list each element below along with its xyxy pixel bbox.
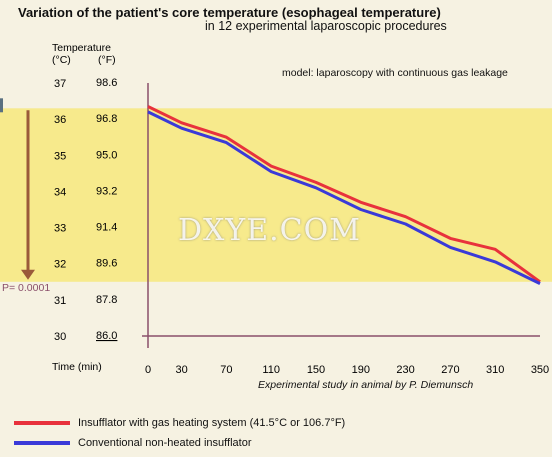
- x-tick-label: 270: [441, 364, 459, 376]
- chart-title: Variation of the patient's core temperat…: [18, 5, 441, 20]
- y-tick-label-c: 35: [54, 150, 66, 162]
- legend-label-conventional: Conventional non-heated insufflator: [78, 437, 252, 449]
- temperature-drop-band: [0, 108, 552, 282]
- y-tick-label-f: 96.8: [96, 113, 117, 125]
- legend-swatch-heated: [14, 421, 70, 425]
- x-axis-label: Time (min): [52, 361, 102, 373]
- legend-label-heated: Insufflator with gas heating system (41.…: [78, 417, 346, 429]
- y-tick-label-f: 98.6: [96, 77, 117, 89]
- x-tick-label: 190: [352, 364, 370, 376]
- legend-swatch-conventional: [14, 441, 70, 445]
- y-tick-label-c: 36: [54, 114, 66, 126]
- x-tick-label: 70: [220, 364, 232, 376]
- y-axis-unit-c: (°C): [52, 54, 71, 66]
- y-tick-label-f: 95.0: [96, 149, 117, 161]
- watermark-text: DXYE.COM: [178, 213, 361, 248]
- y-tick-label-c: 33: [54, 223, 66, 235]
- legend-item-heated: Insufflator with gas heating system (41.…: [14, 417, 345, 429]
- p-value-label: P= 0.0001: [2, 282, 50, 294]
- y-tick-label-c: 31: [54, 295, 66, 307]
- x-tick-label: 310: [486, 364, 504, 376]
- y-axis-label: Temperature: [52, 42, 111, 54]
- chart-subtitle: in 12 experimental laparoscopic procedur…: [205, 19, 447, 33]
- y-axis-unit-f: (°F): [98, 54, 116, 66]
- model-note: model: laparoscopy with continuous gas l…: [282, 67, 508, 79]
- y-tick-label-c: 37: [54, 78, 66, 90]
- y-tick-label-c: 32: [54, 259, 66, 271]
- x-tick-label: 30: [175, 364, 187, 376]
- y-tick-label-f: 87.8: [96, 294, 117, 306]
- y-tick-label-f: 93.2: [96, 185, 117, 197]
- series-line-heated: [147, 105, 541, 284]
- y-tick-label-f: 91.4: [96, 222, 117, 234]
- x-tick-label: 350: [531, 364, 549, 376]
- series-line-conventional: [147, 110, 541, 285]
- x-tick-label: 150: [307, 364, 325, 376]
- y-tick-label-f: 89.6: [96, 258, 117, 270]
- y-tick-label-f: 86.0: [96, 330, 117, 342]
- y-tick-label-c: 34: [54, 186, 66, 198]
- y-tick-label-c: 30: [54, 331, 66, 343]
- legend-item-conventional: Conventional non-heated insufflator: [14, 437, 251, 449]
- x-tick-label: 0: [145, 364, 151, 376]
- band-edge-marker: [0, 98, 3, 113]
- x-tick-label: 110: [262, 364, 280, 376]
- source-note: Experimental study in animal by P. Diemu…: [258, 379, 474, 391]
- drop-arrow-head: [21, 269, 35, 280]
- x-tick-label: 230: [396, 364, 414, 376]
